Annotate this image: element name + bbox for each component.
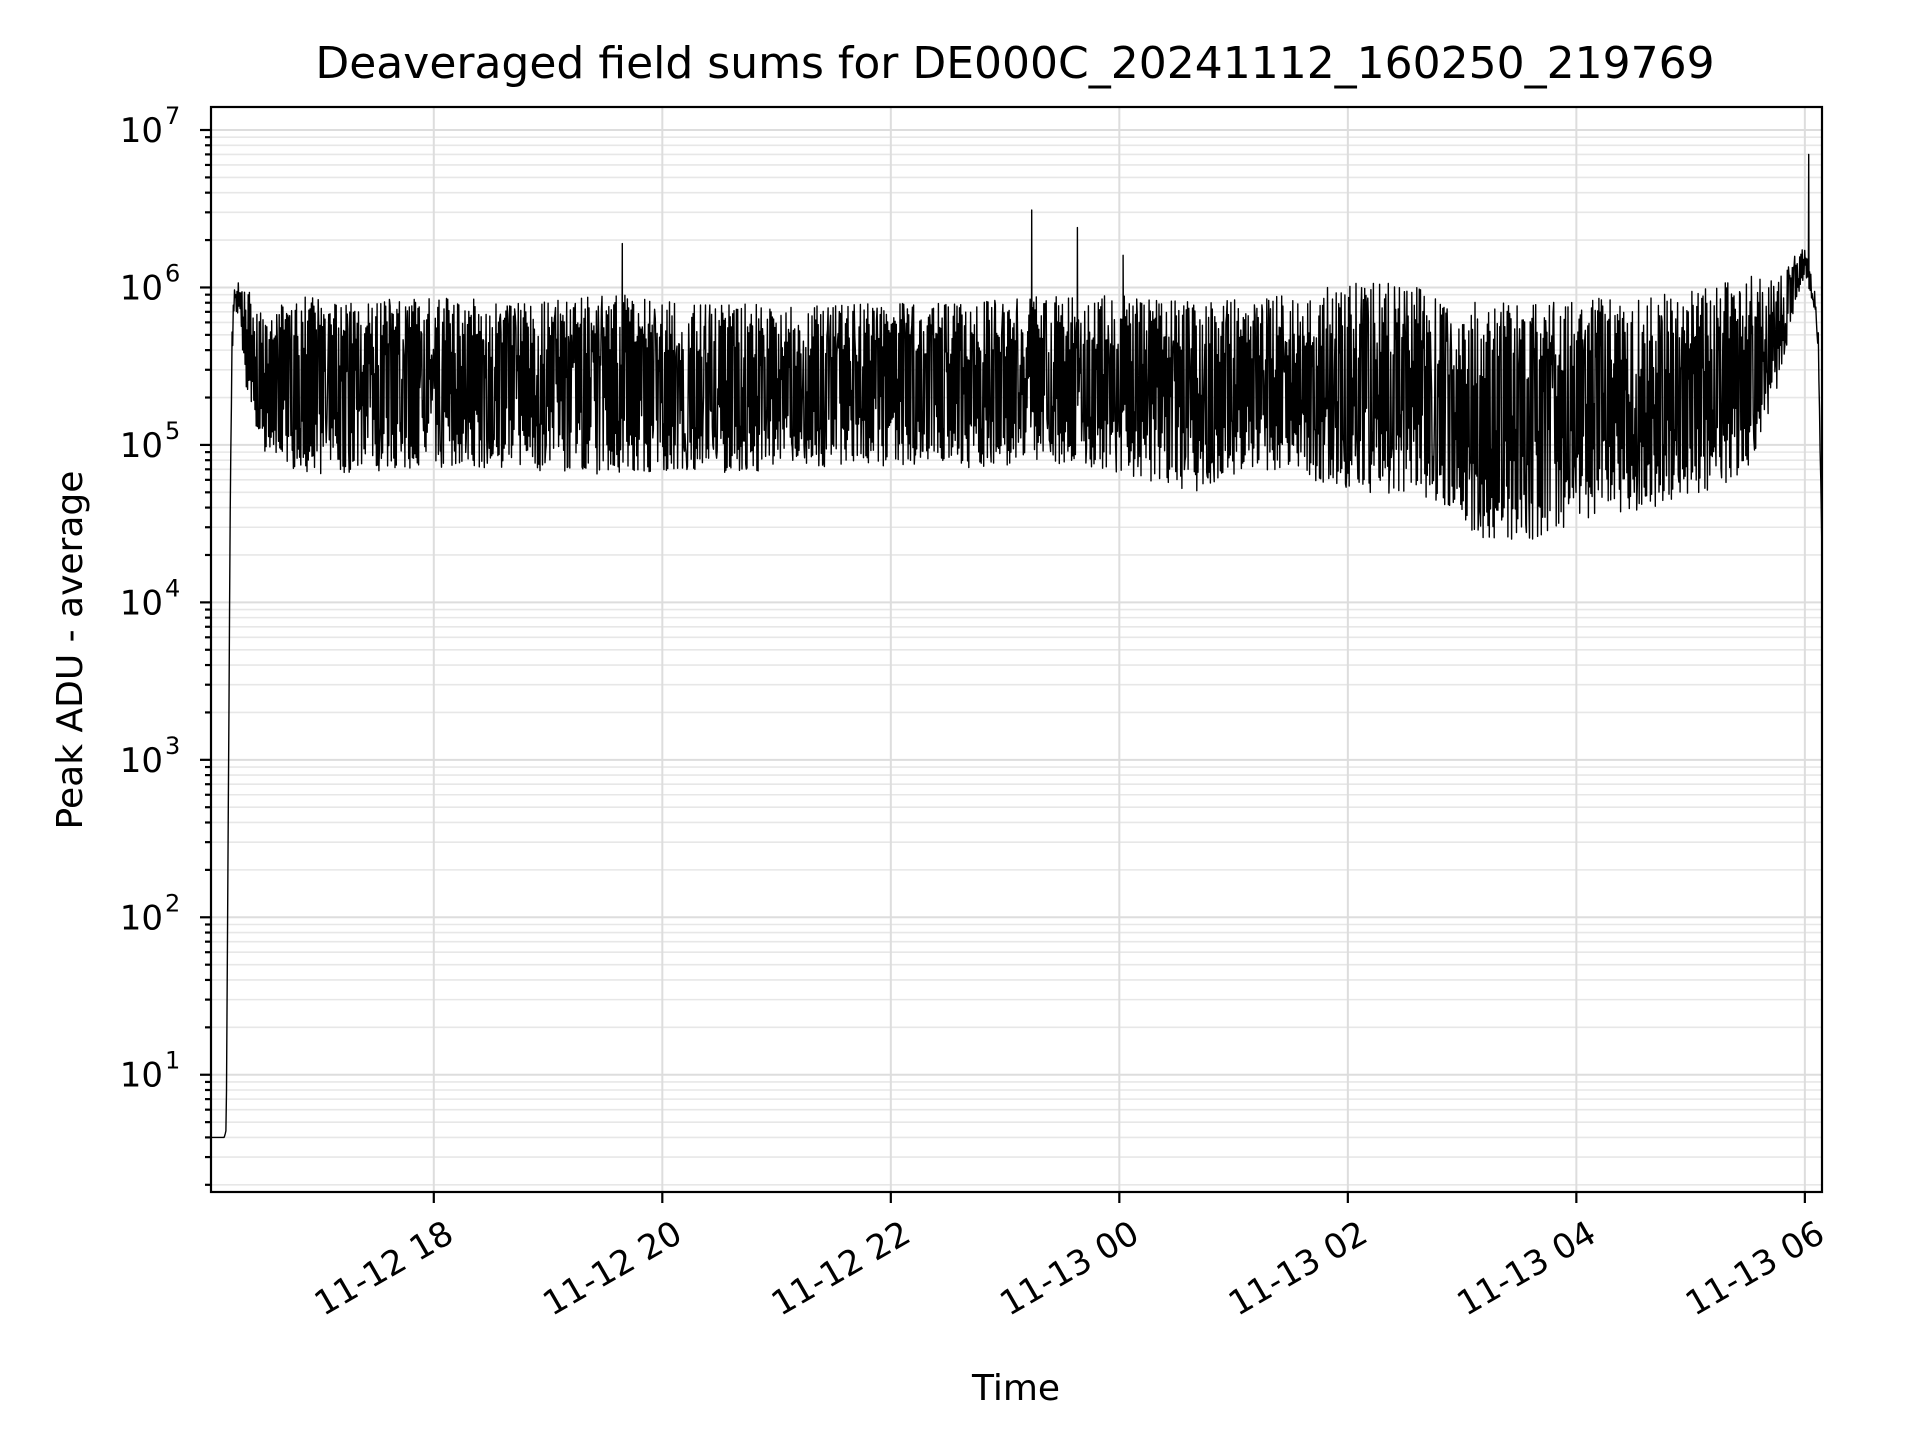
y-tick-label: 10 — [120, 111, 163, 151]
y-tick-exponent: 6 — [165, 259, 180, 287]
x-tick-label: 11-12 18 — [308, 1213, 460, 1324]
y-tick-label: 10 — [120, 268, 163, 308]
y-axis-label: Peak ADU - average — [50, 471, 91, 830]
y-tick-label: 10 — [120, 1056, 163, 1096]
y-tick-exponent: 1 — [165, 1047, 180, 1075]
y-tick-exponent: 5 — [165, 417, 180, 445]
x-tick-label: 11-13 02 — [1222, 1213, 1374, 1324]
y-tick-exponent: 4 — [165, 574, 180, 602]
x-tick-label: 11-13 06 — [1679, 1213, 1831, 1324]
y-tick-label: 10 — [120, 741, 163, 781]
y-tick-exponent: 3 — [165, 732, 180, 760]
series-line — [210, 153, 1823, 1139]
y-tick-exponent: 7 — [165, 102, 180, 130]
chart-title: Deaveraged field sums for DE000C_2024111… — [315, 38, 1714, 89]
y-tick-label: 10 — [120, 426, 163, 466]
minor-grid — [211, 136, 1822, 1186]
x-tick-label: 11-13 00 — [993, 1213, 1145, 1324]
x-tick-label: 11-12 20 — [536, 1213, 688, 1324]
x-tick-label: 11-13 04 — [1450, 1213, 1602, 1324]
x-axis-label: Time — [971, 1368, 1060, 1409]
y-tick-label: 10 — [120, 898, 163, 938]
plot-series — [210, 153, 1823, 1139]
x-tick-label: 11-12 22 — [765, 1213, 917, 1324]
x-axis: 11-12 18 11-12 20 11-12 22 11-13 00 11-13 02… — [308, 1192, 1831, 1324]
y-tick-exponent: 2 — [165, 889, 180, 917]
y-tick-label: 10 — [120, 583, 163, 623]
